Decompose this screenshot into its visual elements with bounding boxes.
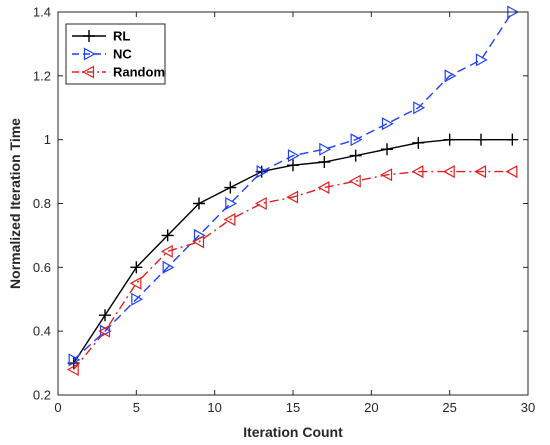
x-tick-label: 15 bbox=[286, 400, 300, 415]
x-tick-label: 5 bbox=[133, 400, 140, 415]
y-tick-label: 1 bbox=[44, 132, 51, 147]
x-axis-title: Iteration Count bbox=[243, 424, 343, 440]
legend-item-random: Random bbox=[72, 65, 165, 80]
data-point-nc bbox=[444, 69, 457, 83]
data-point-rl bbox=[349, 149, 362, 162]
data-point-rl bbox=[412, 136, 425, 149]
y-tick-label: 0.2 bbox=[33, 388, 51, 403]
legend: RL NC Random bbox=[65, 23, 166, 85]
data-point-rl bbox=[506, 133, 519, 146]
series-layer bbox=[66, 5, 520, 376]
data-point-nc bbox=[225, 196, 238, 211]
data-point-nc bbox=[381, 117, 394, 131]
data-point-nc bbox=[287, 149, 300, 163]
legend-label-random: Random bbox=[113, 65, 165, 80]
y-tick-label: 0.6 bbox=[33, 260, 51, 275]
data-point-rl bbox=[475, 133, 487, 146]
legend-marker-nc bbox=[83, 47, 96, 61]
x-tick-label: 30 bbox=[521, 400, 535, 415]
data-point-rl bbox=[193, 197, 205, 210]
data-point-nc bbox=[350, 133, 363, 147]
data-point-rl bbox=[161, 229, 174, 242]
data-point-nc bbox=[475, 53, 488, 67]
series-line-nc bbox=[73, 11, 513, 361]
x-tick-label: 25 bbox=[442, 400, 456, 415]
data-point-rl bbox=[318, 156, 331, 169]
data-point-random bbox=[505, 165, 518, 179]
data-point-nc bbox=[319, 142, 332, 156]
data-point-random bbox=[223, 212, 236, 226]
y-tick-label: 0.8 bbox=[33, 196, 51, 211]
legend-marker-random bbox=[82, 65, 95, 79]
ticks-layer: 0 5 10 15 20 25 30 0.2 0.4 0.6 0.8 1 1.2 1.4 bbox=[33, 5, 535, 416]
y-tick-label: 1.4 bbox=[33, 5, 51, 20]
series-random bbox=[66, 165, 518, 376]
legend-marker-rl bbox=[83, 30, 95, 42]
data-point-random bbox=[192, 235, 205, 249]
series-line-random bbox=[73, 170, 513, 370]
data-point-random bbox=[442, 165, 455, 179]
legend-label-rl: RL bbox=[113, 29, 130, 44]
data-point-random bbox=[254, 196, 267, 211]
data-point-random bbox=[348, 174, 361, 188]
data-point-random bbox=[286, 190, 299, 204]
data-point-rl bbox=[443, 133, 456, 146]
data-point-nc bbox=[413, 101, 426, 115]
data-point-nc bbox=[68, 353, 81, 367]
x-tick-label: 0 bbox=[54, 400, 61, 415]
data-point-rl bbox=[99, 309, 111, 322]
data-point-random bbox=[160, 244, 173, 258]
legend-label-nc: NC bbox=[113, 47, 132, 62]
legend-item-nc: NC bbox=[72, 47, 132, 62]
data-point-random bbox=[474, 165, 487, 179]
x-tick-label: 20 bbox=[364, 400, 378, 415]
data-point-random bbox=[411, 165, 424, 179]
data-point-random bbox=[317, 181, 330, 195]
data-point-nc bbox=[256, 165, 269, 179]
data-point-rl bbox=[287, 159, 299, 172]
data-point-random bbox=[129, 276, 142, 290]
data-point-random bbox=[66, 362, 79, 376]
data-point-rl bbox=[381, 143, 393, 156]
data-point-nc bbox=[162, 260, 175, 274]
data-point-nc bbox=[131, 292, 144, 306]
legend-item-rl: RL bbox=[72, 29, 130, 44]
data-point-random bbox=[380, 168, 393, 182]
y-tick-label: 0.4 bbox=[33, 324, 51, 339]
data-point-rl bbox=[130, 261, 143, 274]
series-nc bbox=[68, 5, 520, 367]
y-tick-label: 1.2 bbox=[33, 68, 51, 83]
data-point-random bbox=[98, 324, 111, 338]
series-rl bbox=[67, 133, 519, 370]
x-tick-label: 10 bbox=[207, 400, 221, 415]
legend-box bbox=[65, 23, 166, 85]
y-axis-title: Normalized Iteration Time bbox=[7, 118, 23, 289]
data-point-rl bbox=[224, 181, 237, 194]
